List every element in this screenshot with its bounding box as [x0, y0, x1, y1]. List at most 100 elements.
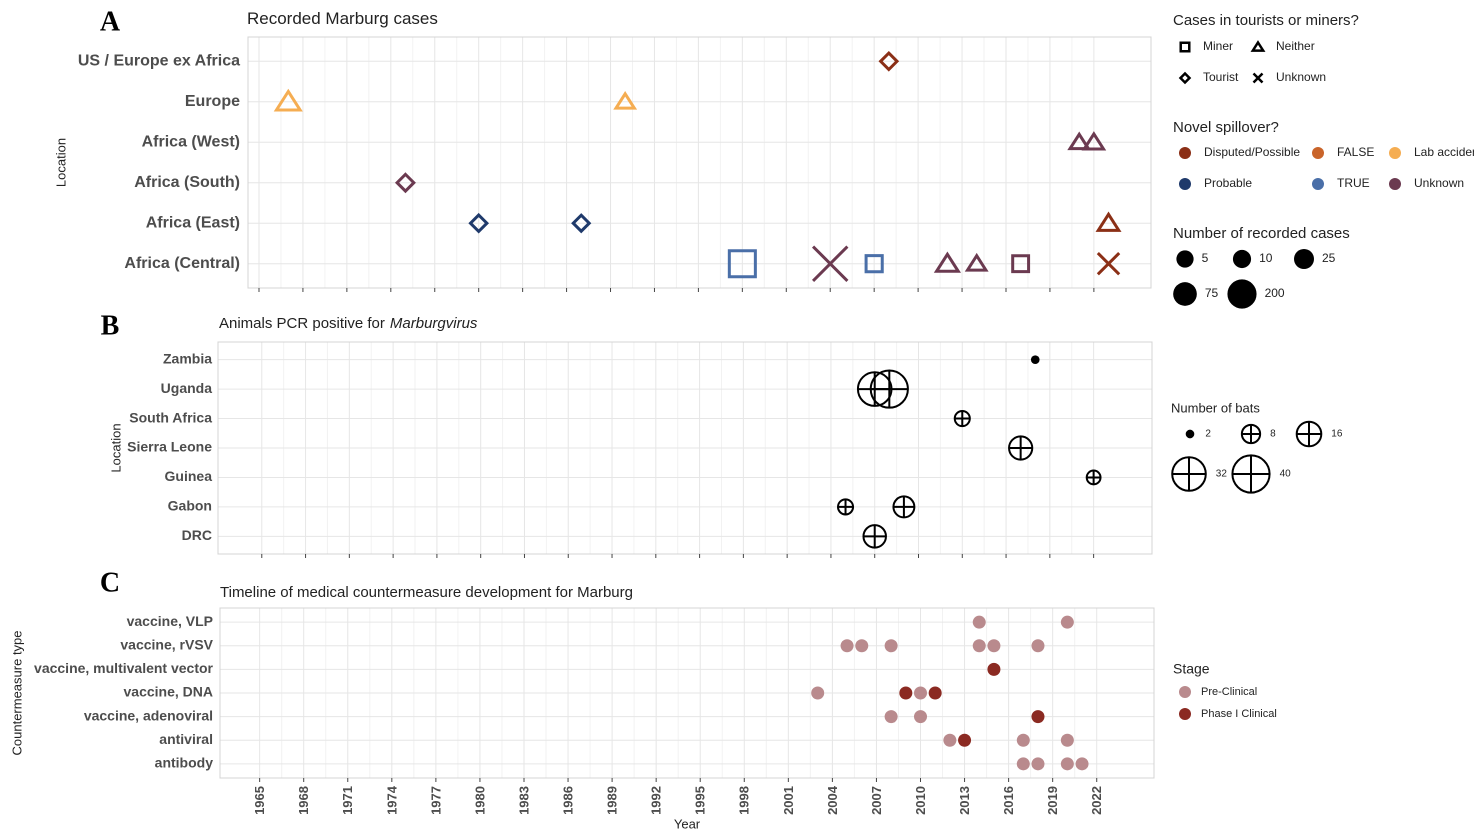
plot-border	[217, 341, 1153, 555]
y-tick-label: vaccine, adenoviral	[84, 707, 213, 723]
legend-size	[1232, 249, 1252, 269]
legend-title: Number of recorded cases	[1173, 225, 1350, 242]
x-tick-label: 1986	[560, 786, 575, 815]
countermeasure-dot	[1031, 710, 1045, 724]
legend-label: Unknown	[1276, 70, 1326, 84]
x-tick-label: 1974	[384, 785, 399, 815]
case-marker	[468, 212, 490, 234]
y-tick-label: US / Europe ex Africa	[78, 53, 240, 70]
legend-label: Lab accident	[1414, 145, 1474, 159]
legend-swatch	[1312, 178, 1324, 190]
y-tick-label: antiviral	[159, 731, 213, 747]
countermeasure-dot	[884, 639, 898, 653]
legend-label: 32	[1216, 469, 1228, 480]
x-tick-label: 1968	[296, 786, 311, 815]
x-axis-title: Year	[674, 816, 701, 831]
title-text: Timeline of medical countermeasure devel…	[220, 584, 633, 601]
plot-border	[247, 36, 1152, 289]
x-tick-label: 2001	[781, 786, 796, 815]
countermeasure-dot	[899, 686, 913, 700]
legend-size	[1176, 250, 1194, 268]
legend-label: TRUE	[1337, 176, 1370, 190]
countermeasure-dot	[1031, 757, 1045, 771]
case-marker	[878, 50, 900, 72]
x-tick-label: 1971	[340, 786, 355, 815]
legend-size	[1240, 423, 1262, 445]
legend-title: Number of bats	[1171, 400, 1260, 415]
x-tick-label: 2022	[1089, 786, 1104, 815]
bat-marker	[892, 495, 916, 519]
legend-title: Stage	[1173, 661, 1210, 677]
y-tick-label: Guinea	[165, 468, 213, 484]
y-tick-label: Europe	[185, 93, 240, 110]
legend-swatch	[1179, 147, 1191, 159]
legend-label: 25	[1322, 251, 1336, 265]
legend-label: Unknown	[1414, 176, 1464, 190]
legend-label: 40	[1280, 469, 1292, 480]
x-tick-label: 1980	[472, 786, 487, 815]
countermeasure-dot	[884, 710, 898, 724]
legend-title: Novel spillover?	[1173, 119, 1279, 136]
y-tick-label: Zambia	[163, 350, 212, 366]
legend-label: 2	[1205, 429, 1211, 440]
y-tick-label: Gabon	[168, 498, 212, 514]
case-marker	[613, 90, 638, 110]
case-marker	[571, 213, 592, 234]
y-tick-label: Africa (East)	[146, 214, 240, 231]
legend-size	[1173, 282, 1197, 306]
legend-swatch	[1179, 178, 1191, 190]
legend-marker	[1179, 41, 1191, 53]
bat-marker	[953, 410, 971, 428]
legend-size	[1295, 420, 1323, 448]
bat-marker	[836, 498, 855, 516]
legend-label: Probable	[1204, 176, 1252, 190]
legend-label: 75	[1205, 286, 1219, 300]
case-marker	[811, 245, 849, 282]
x-tick-label: 1995	[693, 786, 708, 815]
y-tick-label: Africa (Central)	[124, 255, 240, 272]
plot-background	[248, 37, 1151, 288]
case-marker	[1081, 131, 1107, 151]
case-marker	[1011, 254, 1031, 274]
chart-title: Recorded Marburg cases	[247, 9, 438, 28]
legend-size	[1227, 279, 1257, 309]
legend-label: Tourist	[1203, 70, 1239, 84]
legend-label: 5	[1202, 251, 1209, 265]
x-tick-label: 1983	[516, 786, 531, 815]
legend-label: 10	[1259, 251, 1273, 265]
legend-marker	[1250, 40, 1266, 52]
countermeasure-dot	[1016, 757, 1030, 771]
legend-size	[1171, 455, 1207, 493]
countermeasure-dot	[928, 686, 942, 700]
legend-label: 200	[1265, 286, 1285, 300]
x-tick-label: 1998	[737, 786, 752, 815]
legend-marker	[1178, 71, 1192, 85]
countermeasure-dot	[1016, 733, 1030, 747]
legend-swatch	[1389, 178, 1401, 190]
case-marker	[964, 252, 989, 272]
case-marker	[864, 254, 884, 274]
bat-marker	[869, 369, 909, 409]
x-tick-label: 2016	[1001, 786, 1016, 815]
legend-label: 16	[1331, 429, 1343, 440]
legend-swatch	[1179, 708, 1191, 720]
countermeasure-dot	[987, 662, 1001, 676]
y-tick-label: Africa (West)	[142, 133, 240, 150]
panel-letter: C	[100, 567, 120, 598]
legend-swatch	[1312, 147, 1324, 159]
countermeasure-dot	[987, 639, 1001, 653]
legend-marker	[1252, 72, 1264, 84]
y-tick-label: South Africa	[129, 409, 212, 425]
countermeasure-dot	[1060, 733, 1074, 747]
x-tick-label: 1989	[605, 786, 620, 815]
countermeasure-dot	[914, 686, 927, 700]
panel-letter: B	[101, 310, 120, 341]
bat-marker	[1008, 435, 1034, 461]
legend-label: Disputed/Possible	[1204, 145, 1300, 159]
legend-size	[1294, 249, 1314, 269]
countermeasure-dot	[840, 639, 854, 653]
legend-size	[1185, 429, 1195, 439]
x-tick-label: 2007	[869, 786, 884, 815]
countermeasure-dot	[972, 615, 986, 629]
case-marker	[1095, 211, 1122, 232]
